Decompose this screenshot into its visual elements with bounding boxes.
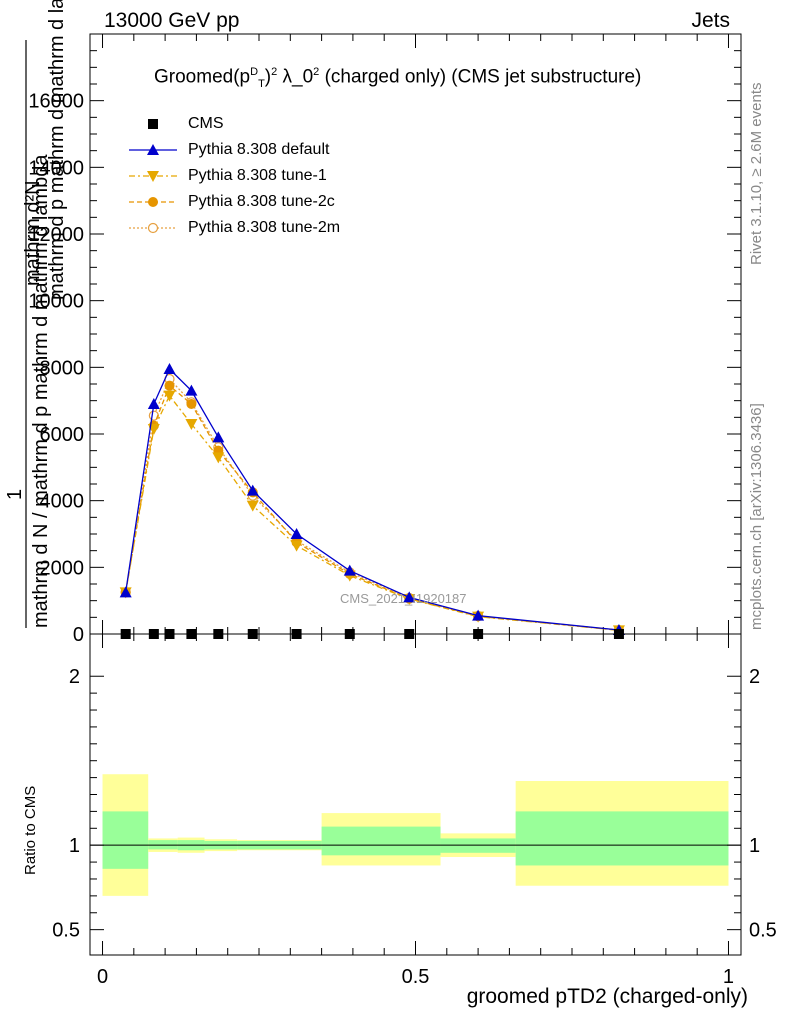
title-sup-2: 2 [271,66,278,78]
main-ytick-label: 0 [73,624,84,646]
ratio-ylabel: Ratio to CMS [22,785,39,875]
title-sub-t: T [258,78,265,91]
main-ytick-label: 8000 [40,357,85,379]
title-p: (p [233,66,251,88]
ylabel-line2: mathrm d N / mathrm d p mathrm d mathrm … [30,154,52,628]
ratio-band-green [515,811,729,866]
data-point-pythia-8-308-default [246,484,259,496]
mcplots-label: mcplots.cern.ch [arXiv:1306.3436] [748,403,765,630]
legend-label-cms: CMS [188,115,224,132]
ratio-band-green [102,811,149,869]
title-sup-2b: 2 [313,66,320,78]
main-ytick-label: 14000 [28,157,84,179]
legend-marker-pythia-8-308-tune-1 [147,171,159,182]
data-point-pythia-8-308-default [119,586,132,598]
ratio-band-green [321,826,441,856]
data-point-pythia-8-308-default [403,591,416,603]
main-ytick-label: 16000 [28,91,84,113]
ylabel-prefix: 1 [4,488,26,500]
chart-title: Groomed(pDT)2 λ_02 (charged only) (CMS j… [154,66,641,90]
data-point-pythia-8-308-default [147,398,160,409]
legend-label-tune2m: Pythia 8.308 tune-2m [188,219,341,236]
ratio-panel: 0 0.5 1 0.5 0.5 1 1 2 2 [52,633,777,988]
title-sup-d: D [250,66,259,78]
ratio-ytick-label-right: 0.5 [749,920,777,942]
data-point-pythia-8-308-tune-2c [186,399,197,409]
data-point-pythia-8-308-default [343,564,356,576]
ratio-xtick-label: 0.5 [402,966,430,988]
x-axis-label: groomed pTD2 (charged-only) [466,985,748,1008]
data-point-pythia-8-308-default [185,384,198,396]
legend-label-tune2c: Pythia 8.308 tune-2c [188,193,335,210]
main-panel: 0 2000 4000 6000 8000 10000 12000 14000 16000 [25,33,742,646]
title-lambda: λ_0 [277,66,314,88]
header-right-label: Jets [691,9,730,32]
legend-label-tune1: Pythia 8.308 tune-1 [188,167,327,184]
data-point-pythia-8-308-default [472,609,485,621]
data-point-pythia-8-308-default [212,431,225,443]
data-point-pythia-8-308-tune-1 [163,390,176,402]
main-ytick-label: 2000 [40,557,85,579]
ratio-ytick-label: 0.5 [52,920,80,942]
data-point-pythia-8-308-tune-1 [290,540,303,552]
data-point-pythia-8-308-tune-1 [212,452,225,464]
data-point-pythia-8-308-default [163,363,176,374]
title-suffix: (charged only) (CMS jet substructure) [319,66,642,88]
data-point-pythia-8-308-tune-1 [246,500,259,512]
data-point-pythia-8-308-tune-1 [185,419,198,430]
ratio-ytick-label-right: 2 [749,666,760,688]
legend-marker-cms [148,119,158,129]
main-ytick-label: 4000 [40,491,85,513]
main-ytick-label: 10000 [28,291,84,313]
data-point-pythia-8-308-tune-2c [164,380,175,391]
ratio-xtick-label: 1 [723,966,734,988]
main-ytick-label: 6000 [40,424,85,446]
legend-label-default: Pythia 8.308 default [188,141,330,158]
legend-marker-pythia-8-308-tune-2m [147,222,159,234]
title-close: ) [264,66,272,88]
header-left-label: 13000 GeV pp [104,9,240,32]
title-prefix: Groomed [154,66,234,88]
ratio-ytick-label: 2 [69,666,80,688]
ratio-ytick-label-right: 1 [749,835,760,857]
analysis-watermark: CMS_2021_I1920187 [340,591,467,606]
data-point-pythia-8-308-default [290,528,303,539]
main-ytick-label: 12000 [28,224,84,246]
ratio-xtick-label: 0 [97,966,108,988]
legend-marker-pythia-8-308-default [147,144,159,155]
rivet-version-label: Rivet 3.1.10, ≥ 2.6M events [748,82,765,266]
ratio-ytick-label: 1 [69,835,80,857]
legend-marker-pythia-8-308-tune-2c [148,197,158,207]
